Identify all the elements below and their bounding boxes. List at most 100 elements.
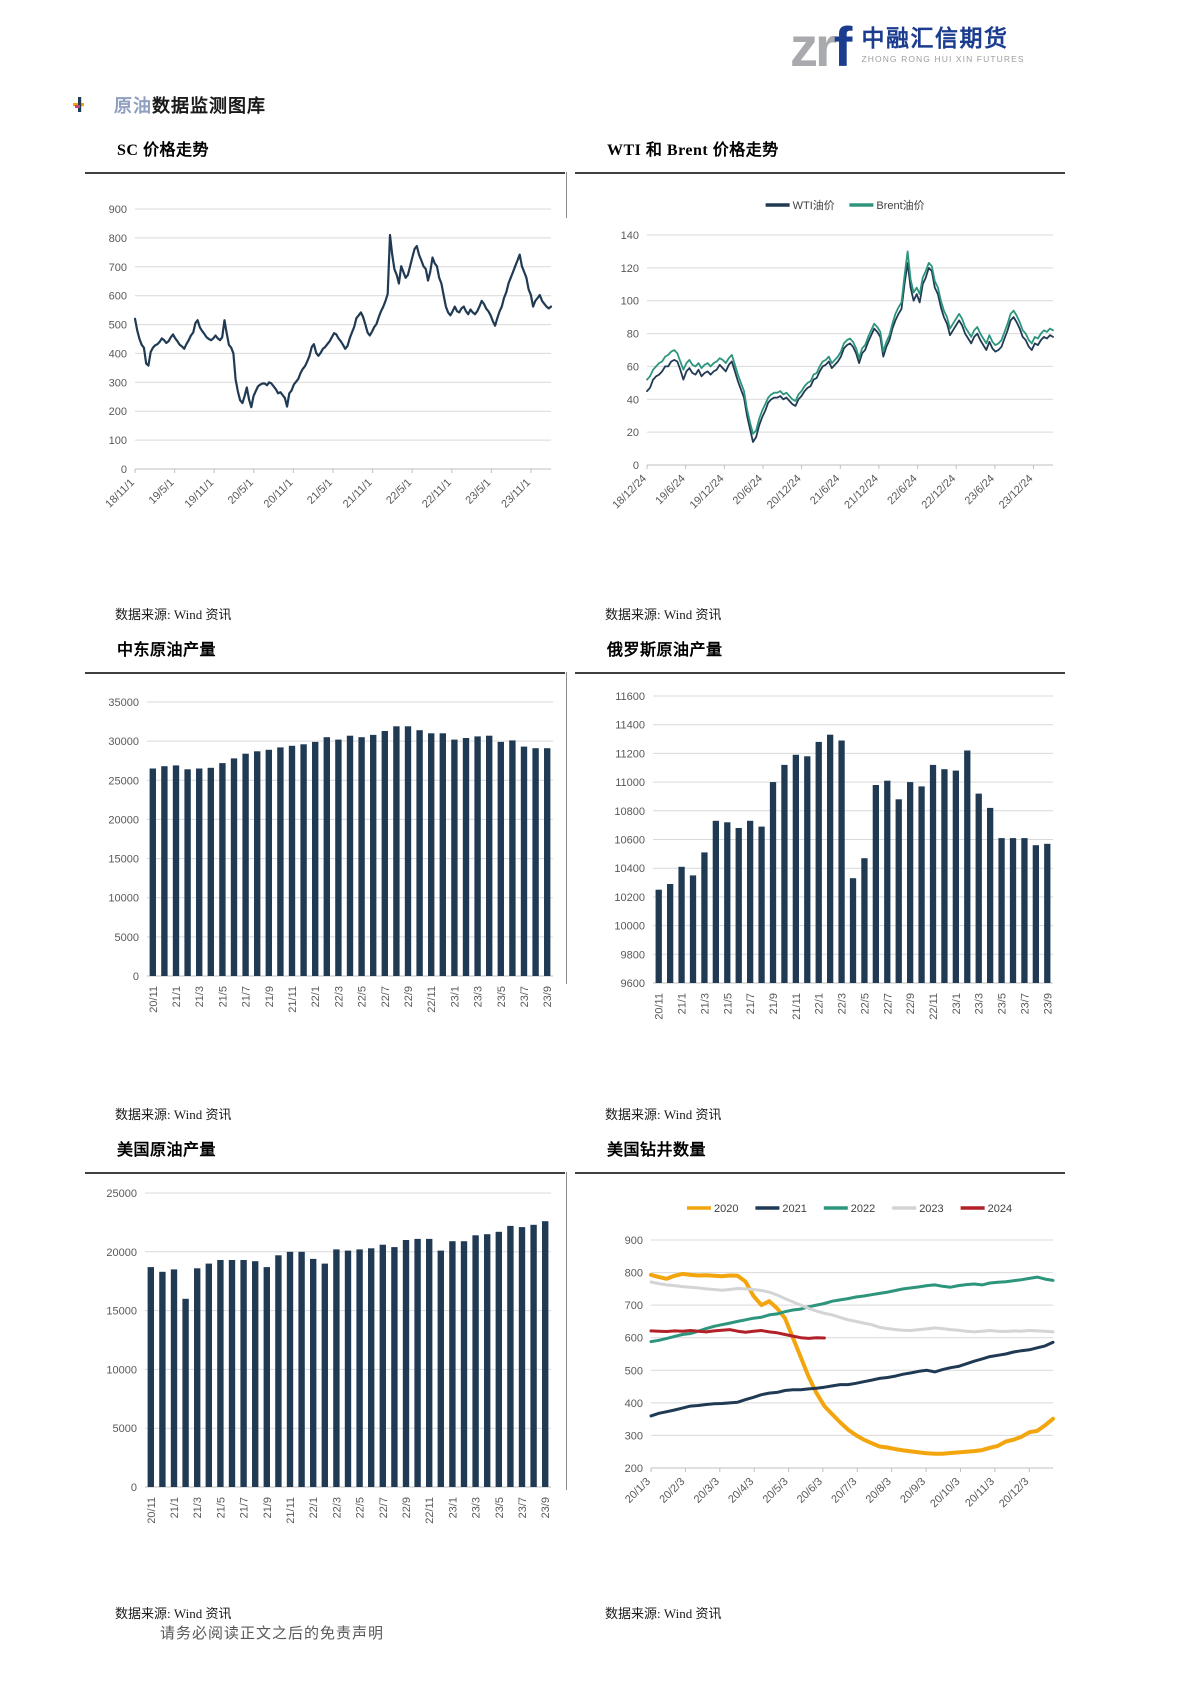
bar — [242, 753, 249, 976]
y-tick-label: 10000 — [614, 921, 645, 933]
y-tick-label: 0 — [131, 1482, 137, 1494]
bar — [975, 793, 982, 983]
bar — [827, 734, 834, 983]
bar — [520, 746, 528, 976]
x-tick-label: 23/7 — [517, 1497, 529, 1518]
x-tick-label: 21/9 — [264, 986, 276, 1007]
bar — [404, 726, 412, 976]
bar — [484, 1234, 491, 1487]
y-tick-label: 400 — [109, 348, 127, 360]
bar — [929, 764, 937, 983]
bar — [1032, 845, 1039, 983]
series-line-WTI油价 — [646, 262, 1054, 443]
x-tick-label: 20/11/1 — [262, 477, 296, 511]
x-tick-label: 21/12/24 — [842, 473, 881, 512]
bar — [474, 736, 481, 976]
x-tick-label: 20/6/24 — [731, 473, 765, 507]
x-tick-label: 23/11/1 — [499, 477, 533, 511]
x-tick-label: 22/9 — [401, 1497, 413, 1518]
bar — [368, 1248, 375, 1487]
x-tick-label: 18/12/24 — [610, 473, 649, 512]
bar — [172, 765, 180, 976]
y-tick-label: 0 — [133, 971, 139, 983]
bar — [758, 826, 765, 983]
company-logo: zrf 中融汇信期货 ZHONG RONG HUI XIN FUTURES — [790, 19, 1025, 75]
bar — [370, 734, 377, 976]
x-tick-label: 22/11 — [424, 1497, 436, 1524]
bar — [815, 741, 822, 983]
logo-zr: zr — [790, 15, 837, 78]
x-tick-label: 18/11/1 — [103, 477, 137, 511]
bar — [509, 740, 516, 976]
company-name-en: ZHONG RONG HUI XIN FUTURES — [861, 54, 1025, 65]
footer-disclaimer: 请务必阅读正文之后的免责声明 — [160, 1626, 385, 1642]
bar — [194, 1268, 201, 1487]
x-tick-label: 22/1 — [814, 993, 826, 1014]
bar — [228, 1260, 236, 1487]
x-tick-label: 20/1/3 — [623, 1476, 653, 1506]
x-tick-label: 19/5/1 — [147, 477, 177, 507]
bar — [987, 807, 994, 983]
x-tick-label: 21/5 — [217, 986, 229, 1007]
bar — [252, 1261, 259, 1487]
x-tick-label: 19/6/24 — [653, 473, 687, 507]
x-tick-label: 22/7 — [380, 986, 392, 1007]
bar — [147, 1267, 154, 1487]
x-tick-label: 20/8/3 — [864, 1476, 894, 1506]
us-rig-count-chart: 200 300 400 500 600 700 800 900 20/1/3 20/2/3 20/3… — [623, 1203, 1055, 1510]
bar — [323, 737, 330, 976]
y-tick-label: 0 — [121, 464, 127, 476]
y-tick-label: 11600 — [615, 691, 645, 703]
x-tick-label: 20/11/3 — [963, 1476, 997, 1510]
x-tick-label: 21/3 — [192, 1497, 204, 1518]
legend-label-2023: 2023 — [919, 1203, 943, 1215]
bar — [486, 735, 493, 976]
bar — [1009, 838, 1017, 983]
y-tick-label: 600 — [109, 291, 127, 303]
y-tick-label: 15000 — [106, 1306, 137, 1318]
bar — [518, 1227, 526, 1487]
y-tick-label: 100 — [109, 435, 127, 447]
series-line-2024 — [649, 1328, 826, 1340]
x-tick-label: 20/5/3 — [761, 1476, 791, 1506]
bar — [182, 1298, 189, 1487]
y-tick-label: 30000 — [108, 736, 139, 748]
middle-east-panel: 中东原油产量 0 5000 10000 15000 20000 25000 30000 350… — [85, 636, 565, 1136]
bar — [907, 782, 914, 983]
wti-brent-panel: WTI 和 Brent 价格走势 0 20 40 60 80 100 120 140 18/12… — [575, 136, 1065, 636]
x-tick-label: 21/3 — [194, 986, 206, 1007]
bar — [792, 754, 799, 983]
column-divider — [566, 1172, 567, 1490]
bar — [544, 748, 551, 976]
bar — [393, 726, 400, 976]
x-tick-label: 20/10/3 — [928, 1476, 962, 1510]
bar — [667, 884, 674, 983]
x-tick-label: 20/12/3 — [997, 1476, 1031, 1510]
data-source: 数据来源: Wind 资讯 — [115, 607, 232, 622]
wti-brent-chart: 0 20 40 60 80 100 120 140 18/12/24 19/6/24 19/12/2… — [610, 198, 1054, 512]
bar — [391, 1247, 398, 1487]
bar — [335, 739, 342, 976]
bar — [205, 1263, 212, 1487]
x-tick-label: 21/11 — [791, 993, 803, 1020]
bar — [344, 1250, 352, 1487]
chart-title-middle-east: 中东原油产量 — [117, 642, 217, 659]
logo-names: 中融汇信期货 ZHONG RONG HUI XIN FUTURES — [861, 25, 1025, 65]
bar — [895, 799, 902, 983]
legend-label-Brent油价: Brent油价 — [876, 198, 924, 212]
y-tick-label: 25000 — [108, 775, 139, 787]
x-tick-label: 22/11 — [928, 993, 940, 1020]
x-tick-label: 20/2/3 — [657, 1476, 687, 1506]
bar — [240, 1260, 247, 1487]
title-rule — [85, 1172, 565, 1174]
x-tick-label: 23/1 — [449, 986, 461, 1007]
bar — [426, 1238, 433, 1487]
column-divider — [566, 172, 567, 218]
y-tick-label: 500 — [109, 320, 127, 332]
section-bullet-icon — [72, 96, 88, 114]
title-rule — [575, 1172, 1065, 1174]
chart-title-us-production: 美国原油产量 — [117, 1142, 217, 1159]
logo-mark: zrf — [790, 19, 852, 75]
us-rigs-panel: 美国钻井数量 200 300 400 500 600 700 800 900 20/1/3 20/… — [575, 1136, 1065, 1656]
y-tick-label: 11400 — [615, 720, 645, 732]
